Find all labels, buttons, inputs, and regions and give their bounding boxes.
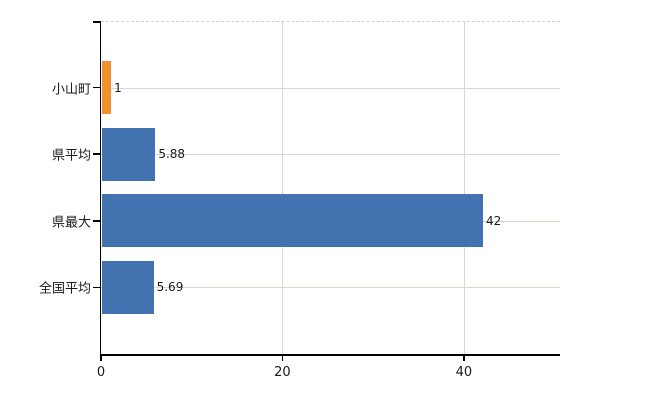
x-tick-label: 0 — [96, 365, 106, 380]
bar-1 — [102, 61, 112, 115]
value-label: 5.69 — [156, 280, 184, 295]
y-axis-line — [99, 21, 101, 356]
y-axis-tick-1 — [93, 86, 100, 89]
bar-3 — [102, 194, 483, 248]
x-tick-label: 40 — [455, 365, 473, 380]
y-axis-tick-3 — [93, 220, 100, 222]
gridline-horizontal — [101, 287, 560, 289]
gridline-horizontal — [101, 87, 560, 89]
gridline-vertical — [463, 22, 465, 354]
x-axis-tick-2 — [281, 355, 284, 361]
y-axis-tick-top — [93, 21, 100, 23]
category-label: 県最大 — [51, 215, 91, 231]
bar-2 — [102, 127, 156, 181]
category-label: 県平均 — [51, 148, 91, 164]
x-axis-tick-1 — [100, 355, 102, 361]
gridline-vertical — [282, 22, 284, 354]
category-label: 全国平均 — [38, 281, 91, 297]
x-axis-line — [99, 354, 560, 356]
value-label: 42 — [485, 213, 502, 228]
plot-top-border — [101, 21, 560, 22]
y-axis-tick-2 — [93, 153, 100, 155]
y-axis-tick-4 — [93, 286, 100, 289]
bar-4 — [102, 260, 154, 314]
value-label: 5.88 — [158, 147, 186, 162]
category-label: 小山町 — [51, 82, 91, 98]
x-axis-tick-3 — [463, 355, 465, 361]
gridline-horizontal — [101, 154, 560, 156]
x-tick-label: 20 — [274, 365, 291, 380]
value-label: 1 — [114, 80, 122, 95]
